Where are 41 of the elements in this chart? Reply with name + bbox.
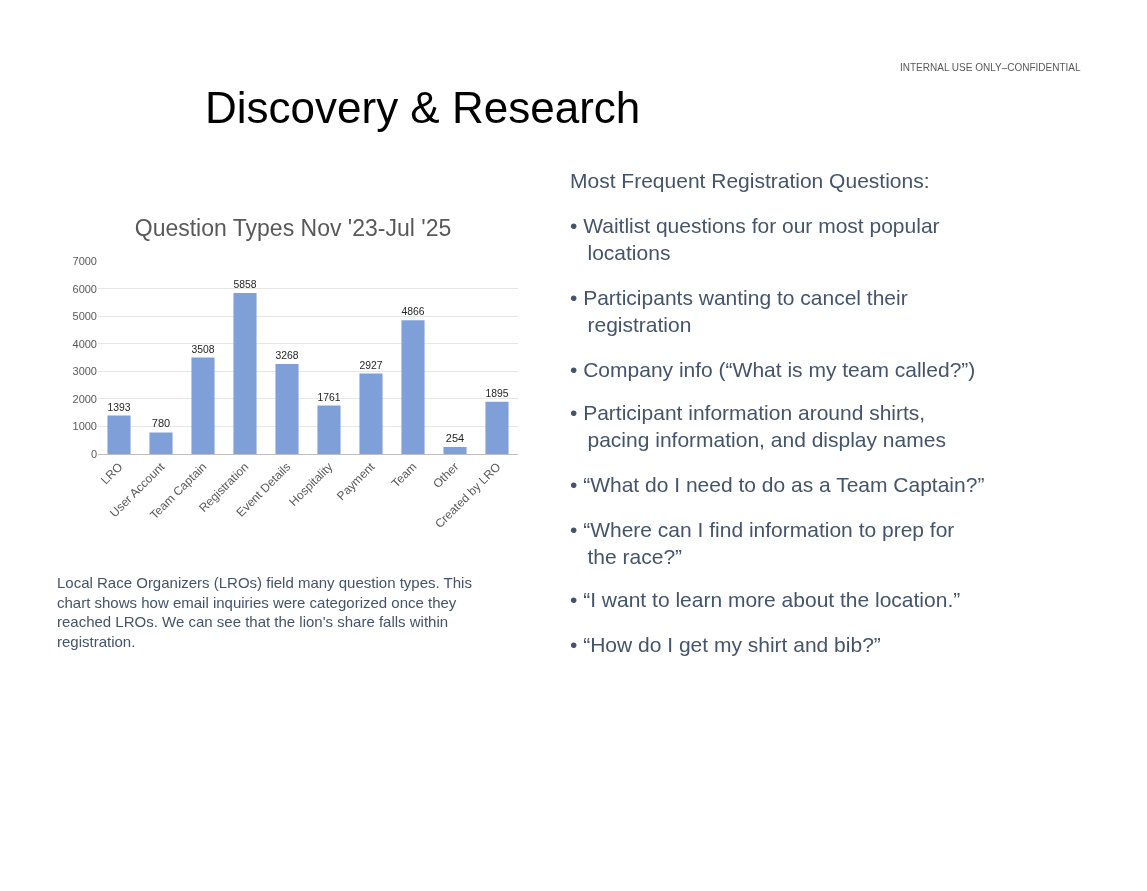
data-label: 2927: [359, 359, 383, 371]
bar: [401, 320, 425, 454]
text: • “Where can I find information to prep for the race?”: [570, 518, 955, 569]
data-label: 780: [151, 417, 171, 430]
bar: [359, 373, 383, 454]
text: Discovery & Research: [205, 83, 641, 132]
y-tick-label: 7000: [72, 255, 97, 268]
bar: [107, 415, 131, 454]
data-label: 254: [445, 431, 465, 444]
data-label: 3508: [191, 343, 215, 355]
data-label: 4866: [401, 306, 425, 318]
bar: [275, 364, 299, 454]
text: • “How do I get my shirt and bib?”: [570, 633, 881, 656]
y-tick-label: 6000: [72, 282, 97, 295]
data-label: 1761: [317, 391, 341, 403]
bar: [233, 292, 257, 454]
text: • Waitlist questions for our most popular locations: [570, 214, 940, 265]
y-tick-label: 2000: [72, 392, 97, 405]
bar: [149, 432, 173, 454]
bar: [317, 405, 341, 454]
data-label: 1393: [107, 401, 131, 413]
data-label: 5858: [233, 279, 257, 290]
bar: [485, 401, 509, 454]
text: Local Race Organizers (LROs) field many question types. This chart shows how email inquiries were categorized once they reached LROs. We can see that the lion's share falls within registration.: [57, 574, 472, 650]
text: INTERNAL USE ONLY–CONFIDENTIAL: [900, 62, 1082, 73]
text: • Participant information around shirts, pacing information, and display names: [570, 401, 946, 452]
text: Most Frequent Registration Questions:: [570, 169, 930, 192]
bar: [191, 357, 215, 454]
text: • “I want to learn more about the location.”: [570, 588, 961, 611]
text: • Company info (“What is my team called?”): [570, 358, 976, 381]
text: • “What do I need to do as a Team Captain?”: [570, 473, 985, 496]
y-tick-label: 3000: [72, 365, 97, 378]
data-label: 3268: [275, 350, 299, 362]
text: • Participants wanting to cancel their registration: [570, 286, 908, 337]
data-label: 1895: [485, 387, 509, 399]
y-tick-label: 4000: [72, 337, 97, 350]
y-tick-label: 1000: [72, 420, 97, 433]
chart-title: Question Types Nov '23-Jul '25: [134, 215, 452, 242]
y-tick-label: 0: [90, 447, 97, 460]
y-tick-label: 5000: [72, 310, 97, 323]
bar: [443, 446, 467, 454]
